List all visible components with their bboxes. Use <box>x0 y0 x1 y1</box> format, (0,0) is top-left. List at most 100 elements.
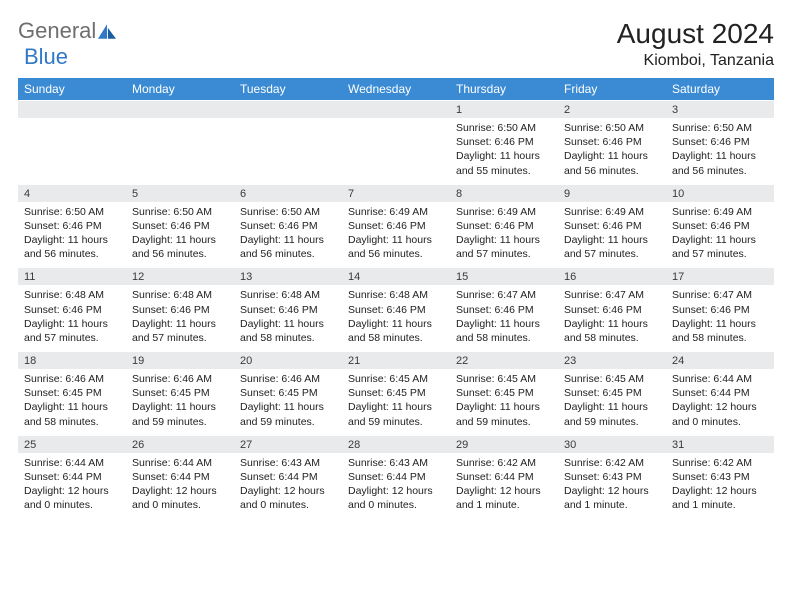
daylight-line: Daylight: 11 hours and 58 minutes. <box>348 318 432 344</box>
daylight-line: Daylight: 12 hours and 0 minutes. <box>132 485 217 511</box>
day-details-cell: Sunrise: 6:47 AMSunset: 6:46 PMDaylight:… <box>450 285 558 351</box>
logo: General <box>18 18 116 44</box>
calendar-table: Sunday Monday Tuesday Wednesday Thursday… <box>18 78 774 518</box>
daylight-line: Daylight: 12 hours and 0 minutes. <box>24 485 109 511</box>
day-details-cell: Sunrise: 6:50 AMSunset: 6:46 PMDaylight:… <box>234 202 342 268</box>
daylight-line: Daylight: 11 hours and 57 minutes. <box>24 318 108 344</box>
weekday-wednesday: Wednesday <box>342 78 450 101</box>
location-label: Kiomboi, Tanzania <box>617 52 774 70</box>
daylight-line: Daylight: 12 hours and 0 minutes. <box>672 401 757 427</box>
daylight-line: Daylight: 11 hours and 56 minutes. <box>132 234 216 260</box>
sunrise-line: Sunrise: 6:50 AM <box>24 206 104 218</box>
sunrise-line: Sunrise: 6:49 AM <box>672 206 752 218</box>
daylight-line: Daylight: 11 hours and 55 minutes. <box>456 150 540 176</box>
daylight-line: Daylight: 11 hours and 59 minutes. <box>564 401 648 427</box>
sunset-line: Sunset: 6:45 PM <box>24 387 102 399</box>
sunrise-line: Sunrise: 6:49 AM <box>564 206 644 218</box>
logo-text-blue: Blue <box>24 44 68 70</box>
day-number-cell <box>126 101 234 119</box>
daylight-line: Daylight: 11 hours and 56 minutes. <box>672 150 756 176</box>
day-number-cell: 4 <box>18 184 126 202</box>
daynum-row: 11121314151617 <box>18 268 774 286</box>
day-number-cell: 16 <box>558 268 666 286</box>
sunset-line: Sunset: 6:46 PM <box>564 136 642 148</box>
sunrise-line: Sunrise: 6:47 AM <box>456 289 536 301</box>
weekday-header-row: Sunday Monday Tuesday Wednesday Thursday… <box>18 78 774 101</box>
daylight-line: Daylight: 11 hours and 57 minutes. <box>132 318 216 344</box>
sunset-line: Sunset: 6:46 PM <box>24 220 102 232</box>
day-number-cell: 13 <box>234 268 342 286</box>
weekday-thursday: Thursday <box>450 78 558 101</box>
sunset-line: Sunset: 6:43 PM <box>672 471 750 483</box>
sunset-line: Sunset: 6:43 PM <box>564 471 642 483</box>
day-number-cell <box>234 101 342 119</box>
day-details-cell: Sunrise: 6:48 AM Sunset: 6:46 PM Daylight:… <box>234 285 342 351</box>
sunset-line: Sunset: 6:45 PM <box>564 387 642 399</box>
sunset-line: Sunset: 6:46 PM <box>240 304 318 316</box>
weekday-monday: Monday <box>126 78 234 101</box>
day-number-cell: 7 <box>342 184 450 202</box>
day-number-cell: 11 <box>18 268 126 286</box>
sunrise-line: Sunrise: 6:48 AM <box>240 289 320 301</box>
day-number-cell: 23 <box>558 352 666 370</box>
daylight-line: Daylight: 12 hours and 1 minute. <box>456 485 541 511</box>
daylight-line: Daylight: 12 hours and 0 minutes. <box>240 485 325 511</box>
day-details-cell: Sunrise: 6:49 AMSunset: 6:46 PMDaylight:… <box>342 202 450 268</box>
daylight-line: Daylight: 12 hours and 1 minute. <box>672 485 757 511</box>
sunrise-line: Sunrise: 6:49 AM <box>456 206 536 218</box>
sunset-line: Sunset: 6:46 PM <box>456 220 534 232</box>
details-row: Sunrise: 6:50 AM Sunset: 6:46 PM Daylight:… <box>18 202 774 268</box>
sunrise-line: Sunrise: 6:45 AM <box>348 373 428 385</box>
sunrise-line: Sunrise: 6:42 AM <box>672 457 752 469</box>
sunset-line: Sunset: 6:44 PM <box>240 471 318 483</box>
day-details-cell: Sunrise: 6:50 AMSunset: 6:46 PMDaylight:… <box>126 202 234 268</box>
sunrise-line: Sunrise: 6:50 AM <box>132 206 212 218</box>
day-number-cell: 25 <box>18 435 126 453</box>
logo-text-general: General <box>18 18 96 44</box>
sunset-line: Sunset: 6:46 PM <box>564 220 642 232</box>
daylight-line: Daylight: 11 hours and 58 minutes. <box>240 318 324 344</box>
day-details-cell <box>18 118 126 184</box>
day-details-cell: Sunrise: 6:45 AMSunset: 6:45 PMDaylight:… <box>558 369 666 435</box>
day-number-cell: 19 <box>126 352 234 370</box>
daylight-line: Daylight: 12 hours and 0 minutes. <box>348 485 433 511</box>
day-number-cell: 12 <box>126 268 234 286</box>
day-number-cell: 5 <box>126 184 234 202</box>
sunrise-line: Sunrise: 6:48 AM <box>348 289 428 301</box>
day-number-cell: 10 <box>666 184 774 202</box>
sunset-line: Sunset: 6:46 PM <box>564 304 642 316</box>
daylight-line: Daylight: 11 hours and 56 minutes. <box>240 234 324 260</box>
sunrise-line: Sunrise: 6:44 AM <box>672 373 752 385</box>
day-details-cell: Sunrise: 6:43 AM Sunset: 6:44 PM Daylight:… <box>234 453 342 519</box>
sunrise-line: Sunrise: 6:50 AM <box>240 206 320 218</box>
sunset-line: Sunset: 6:46 PM <box>348 220 426 232</box>
sunrise-line: Sunrise: 6:48 AM <box>24 289 104 301</box>
day-details-cell: Sunrise: 6:44 AMSunset: 6:44 PMDaylight:… <box>126 453 234 519</box>
day-details-cell: Sunrise: 6:43 AMSunset: 6:44 PMDaylight:… <box>342 453 450 519</box>
daylight-line: Daylight: 11 hours and 56 minutes. <box>348 234 432 260</box>
month-title: August 2024 <box>617 18 774 50</box>
weekday-saturday: Saturday <box>666 78 774 101</box>
day-number-cell: 15 <box>450 268 558 286</box>
day-details-cell: Sunrise: 6:45 AMSunset: 6:45 PMDaylight:… <box>342 369 450 435</box>
details-row: Sunrise: 6:48 AM Sunset: 6:46 PM Daylight:… <box>18 285 774 351</box>
sunrise-line: Sunrise: 6:46 AM <box>132 373 212 385</box>
day-details-cell <box>342 118 450 184</box>
day-number-cell: 1 <box>450 101 558 119</box>
day-details-cell: Sunrise: 6:46 AMSunset: 6:45 PMDaylight:… <box>126 369 234 435</box>
sunset-line: Sunset: 6:44 PM <box>456 471 534 483</box>
logo-sail-icon <box>98 24 116 39</box>
details-row: Sunrise: 6:50 AM Sunset: 6:46 PM Daylight:… <box>18 118 774 184</box>
daylight-line: Daylight: 11 hours and 59 minutes. <box>240 401 324 427</box>
sunrise-line: Sunrise: 6:44 AM <box>132 457 212 469</box>
day-details-cell: Sunrise: 6:49 AMSunset: 6:46 PMDaylight:… <box>666 202 774 268</box>
daylight-line: Daylight: 11 hours and 58 minutes. <box>564 318 648 344</box>
day-number-cell: 21 <box>342 352 450 370</box>
sunrise-line: Sunrise: 6:50 AM <box>564 122 644 134</box>
daylight-line: Daylight: 11 hours and 59 minutes. <box>132 401 216 427</box>
sunset-line: Sunset: 6:46 PM <box>348 304 426 316</box>
sunset-line: Sunset: 6:45 PM <box>456 387 534 399</box>
day-details-cell: Sunrise: 6:44 AMSunset: 6:44 PMDaylight:… <box>18 453 126 519</box>
sunrise-line: Sunrise: 6:43 AM <box>240 457 320 469</box>
day-number-cell: 14 <box>342 268 450 286</box>
